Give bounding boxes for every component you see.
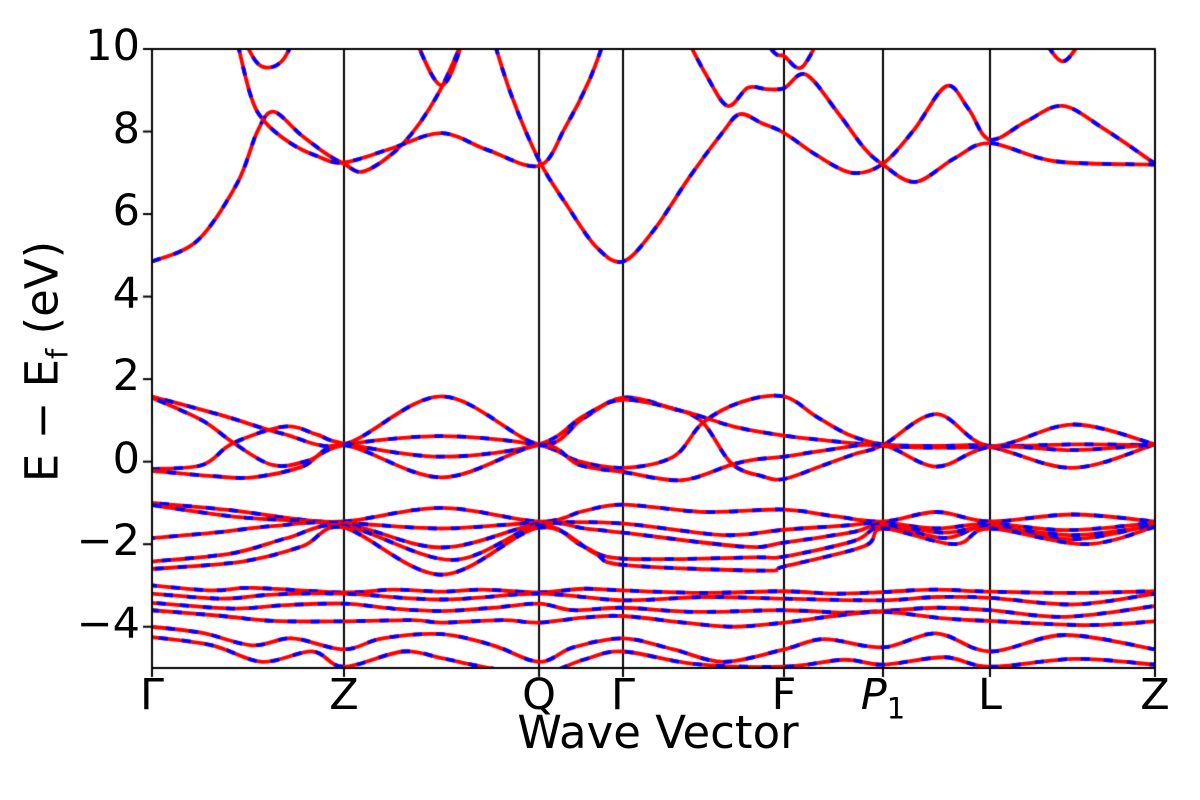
kpoint-symbol: Q — [522, 670, 556, 720]
y-tick-label-6: 6 — [112, 186, 140, 237]
x-tick-label-0: Γ — [97, 670, 207, 720]
y-tick-label-0: 0 — [112, 433, 140, 484]
x-tick-label-3: Γ — [568, 670, 678, 720]
x-tick-label-5: P1 — [828, 670, 938, 723]
kpoint-symbol: Γ — [140, 670, 164, 720]
kpoint-symbol: Γ — [611, 670, 635, 720]
x-tick-label-1: Z — [289, 670, 399, 720]
y-tick-label-4: 4 — [112, 268, 140, 319]
y-tick-label-8: 8 — [112, 103, 140, 154]
y-tick-label--4: −4 — [76, 598, 140, 649]
kpoint-subscript: 1 — [886, 691, 906, 726]
kpoint-symbol: Z — [1140, 670, 1170, 720]
kpoint-symbol: L — [978, 670, 1002, 720]
x-tick-label-2: Q — [484, 670, 594, 720]
x-tick-label-7: Z — [1100, 670, 1200, 720]
kpoint-symbol: Z — [329, 670, 359, 720]
kpoint-symbol: F — [771, 670, 797, 720]
y-tick-label--2: −2 — [76, 516, 140, 567]
x-tick-label-6: L — [935, 670, 1045, 720]
y-tick-label-10: 10 — [85, 21, 140, 71]
x-axis-label: Wave Vector — [517, 706, 799, 759]
kpoint-symbol: P — [860, 670, 887, 720]
y-tick-label-2: 2 — [112, 351, 140, 402]
x-tick-label-4: F — [729, 670, 839, 720]
